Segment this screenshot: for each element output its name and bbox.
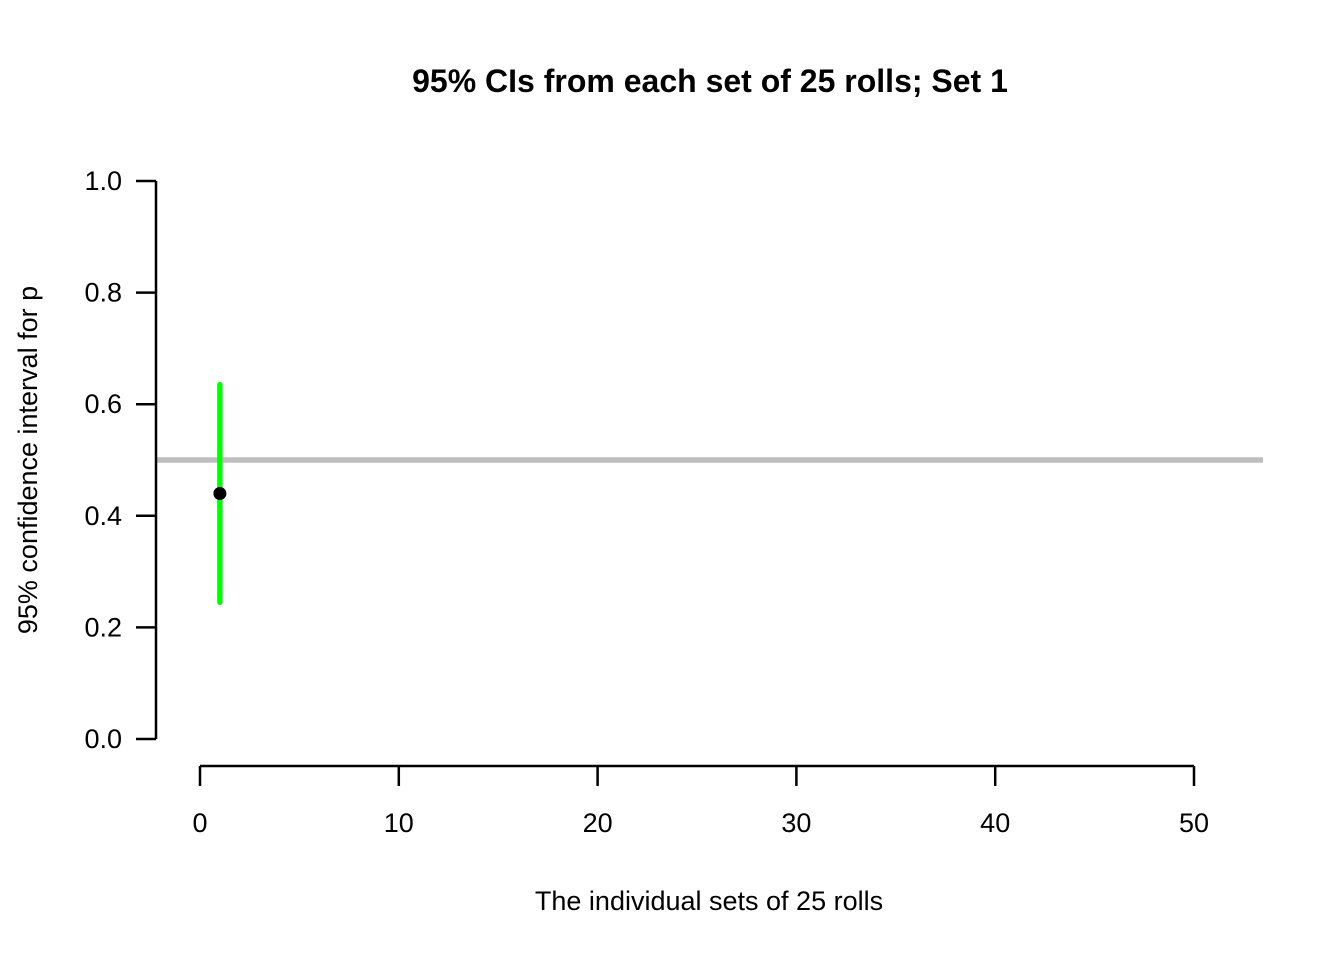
- y-axis-label: 95% confidence interval for p: [13, 286, 43, 634]
- x-tick-label: 20: [583, 808, 613, 838]
- data-layer: [213, 381, 227, 606]
- x-axis-label: The individual sets of 25 rolls: [535, 886, 883, 916]
- y-tick-label: 0.4: [84, 501, 122, 531]
- y-tick-label: 0.0: [84, 724, 122, 754]
- axes-layer: 0.0 0.2 0.4 0.6 0.8 1.0 0 10 20 30 40 50: [84, 166, 1209, 838]
- y-tick-label: 0.6: [84, 389, 122, 419]
- y-tick-label: 1.0: [84, 166, 122, 196]
- x-tick-label: 40: [980, 808, 1010, 838]
- y-tick-label: 0.2: [84, 612, 122, 642]
- y-tick-label: 0.8: [84, 278, 122, 308]
- point-estimate: [213, 486, 227, 500]
- x-tick-label: 0: [192, 808, 207, 838]
- chart-title: 95% CIs from each set of 25 rolls; Set 1: [412, 63, 1008, 99]
- x-tick-label: 10: [384, 808, 414, 838]
- x-tick-label: 30: [781, 808, 811, 838]
- x-tick-label: 50: [1179, 808, 1209, 838]
